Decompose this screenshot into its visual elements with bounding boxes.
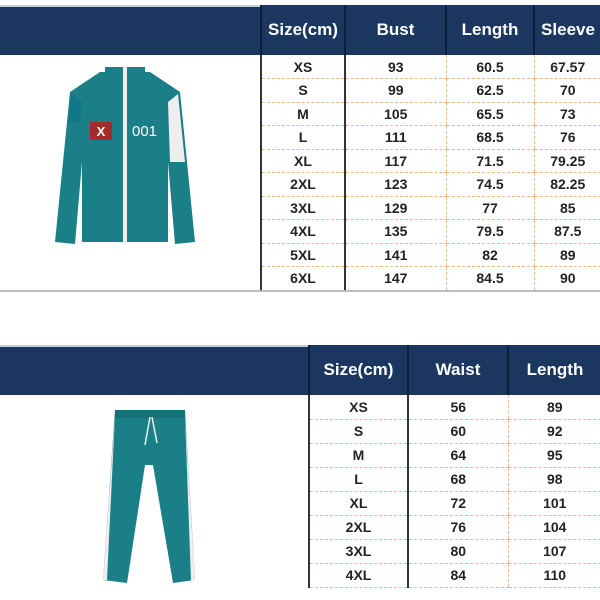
value-cell: 101 — [507, 491, 600, 516]
size-cell: 5XL — [260, 243, 345, 267]
value-cell: 77 — [445, 196, 534, 220]
value-cell: 60 — [407, 419, 508, 444]
value-cell: 89 — [533, 243, 600, 267]
table-row: S 60 92 — [308, 419, 600, 444]
value-cell: 56 — [407, 395, 508, 420]
size-cell: XS — [308, 395, 408, 420]
player-number: 001 — [132, 123, 157, 140]
column-header: Size(cm) — [308, 345, 408, 395]
divider — [0, 290, 600, 292]
value-cell: 80 — [407, 539, 508, 564]
table-row: XS 93 60.5 67.57 — [260, 55, 600, 79]
value-cell: 76 — [407, 515, 508, 540]
size-cell: M — [308, 443, 408, 468]
table-row: 6XL 147 84.5 90 — [260, 266, 600, 291]
badge-x-label: X — [97, 124, 106, 139]
value-cell: 84.5 — [445, 266, 534, 291]
table-row: 4XL 84 110 — [308, 563, 600, 588]
table-row: 5XL 141 82 89 — [260, 243, 600, 267]
value-cell: 62.5 — [445, 78, 534, 103]
value-cell: 110 — [507, 563, 600, 588]
column-header: Size(cm) — [260, 5, 345, 55]
value-cell: 90 — [533, 266, 600, 291]
column-header: Sleeve — [533, 5, 600, 55]
size-cell: XS — [260, 55, 345, 79]
table-row: S 99 62.5 70 — [260, 78, 600, 103]
value-cell: 67.57 — [533, 55, 600, 79]
jacket-image: X 001 — [55, 67, 195, 244]
column-header: Waist — [407, 345, 508, 395]
size-cell: XL — [308, 491, 408, 516]
value-cell: 129 — [344, 196, 446, 220]
value-cell: 68.5 — [445, 125, 534, 150]
size-cell: L — [308, 467, 408, 492]
table-row: 4XL 135 79.5 87.5 — [260, 219, 600, 244]
value-cell: 117 — [344, 149, 446, 173]
value-cell: 79.5 — [445, 219, 534, 244]
size-cell: S — [308, 419, 408, 444]
x-badge — [90, 122, 112, 140]
value-cell: 99 — [344, 78, 446, 103]
value-cell: 95 — [507, 443, 600, 468]
size-cell: XL — [260, 149, 345, 173]
table-row: XL 72 101 — [308, 491, 600, 516]
value-cell: 70 — [533, 78, 600, 103]
value-cell: 87.5 — [533, 219, 600, 244]
value-cell: 68 — [407, 467, 508, 492]
column-header: Length — [445, 5, 534, 55]
value-cell: 84 — [407, 563, 508, 588]
table-row: XS 56 89 — [308, 395, 600, 420]
value-cell: 111 — [344, 125, 446, 150]
value-cell: 71.5 — [445, 149, 534, 173]
size-cell: 4XL — [308, 563, 408, 588]
size-cell: 2XL — [260, 172, 345, 197]
table-row: 2XL 76 104 — [308, 515, 600, 540]
value-cell: 104 — [507, 515, 600, 540]
size-cell: M — [260, 102, 345, 126]
table-row: L 111 68.5 76 — [260, 125, 600, 150]
value-cell: 105 — [344, 102, 446, 126]
pants-image — [103, 410, 195, 583]
table-row: L 68 98 — [308, 467, 600, 492]
value-cell: 107 — [507, 539, 600, 564]
table-row: 3XL 80 107 — [308, 539, 600, 564]
value-cell: 60.5 — [445, 55, 534, 79]
value-cell: 64 — [407, 443, 508, 468]
size-cell: S — [260, 78, 345, 103]
size-cell: 2XL — [308, 515, 408, 540]
size-cell: 4XL — [260, 219, 345, 244]
value-cell: 123 — [344, 172, 446, 197]
value-cell: 74.5 — [445, 172, 534, 197]
size-cell: 3XL — [308, 539, 408, 564]
value-cell: 72 — [407, 491, 508, 516]
column-header: Length — [507, 345, 600, 395]
jacket-size-table: Size(cm) Bust Length Sleeve XS 93 60.5 67.57 S 99… — [260, 5, 600, 291]
value-cell: 93 — [344, 55, 446, 79]
value-cell: 135 — [344, 219, 446, 244]
table-row: M 64 95 — [308, 443, 600, 468]
value-cell: 82.25 — [533, 172, 600, 197]
size-cell: L — [260, 125, 345, 150]
column-header: Bust — [344, 5, 446, 55]
value-cell: 89 — [507, 395, 600, 420]
table-row: 3XL 129 77 85 — [260, 196, 600, 220]
value-cell: 73 — [533, 102, 600, 126]
table-row: XL 117 71.5 79.25 — [260, 149, 600, 173]
table-row: 2XL 123 74.5 82.25 — [260, 172, 600, 197]
table-row: M 105 65.5 73 — [260, 102, 600, 126]
value-cell: 82 — [445, 243, 534, 267]
value-cell: 141 — [344, 243, 446, 267]
value-cell: 65.5 — [445, 102, 534, 126]
value-cell: 85 — [533, 196, 600, 220]
value-cell: 147 — [344, 266, 446, 291]
size-cell: 6XL — [260, 266, 345, 291]
pants-size-table: Size(cm) Waist Length XS 56 89 S 60 92 M 64 95 L 68 98… — [308, 345, 600, 588]
value-cell: 76 — [533, 125, 600, 150]
value-cell: 98 — [507, 467, 600, 492]
size-cell: 3XL — [260, 196, 345, 220]
value-cell: 92 — [507, 419, 600, 444]
value-cell: 79.25 — [533, 149, 600, 173]
